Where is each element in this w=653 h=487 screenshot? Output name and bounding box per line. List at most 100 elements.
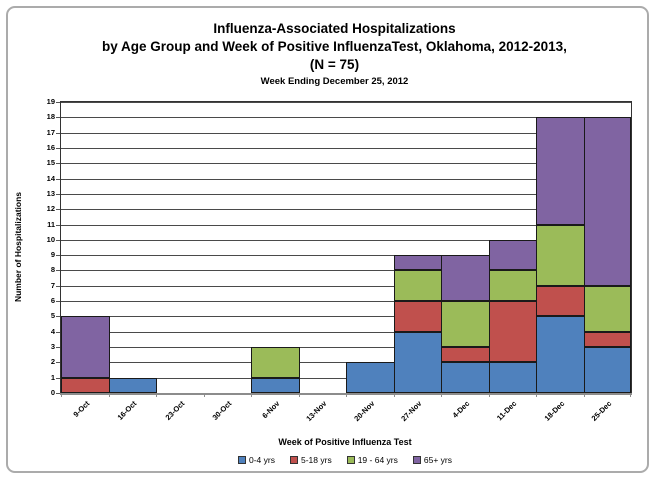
bar-segment [61,377,110,393]
gridline [61,224,631,226]
bar-segment [251,377,300,393]
y-tick-mark [56,147,60,149]
gridline [61,117,631,119]
gridline [61,163,631,165]
bar-segment [583,117,631,286]
x-tick-mark [298,393,300,397]
legend-item: 5-18 yrs [289,455,332,465]
y-tick-mark [56,193,60,195]
gridline [61,301,631,303]
y-tick-label: 8 [50,265,55,275]
plot-area: 0 1 2 3 4 5 6 7 8 9 10 11 12 13 14 15 16 17 18 19 9-Oct 16-Oc… [47,98,632,423]
y-tick-mark [56,270,60,272]
y-tick-label: 0 [50,388,55,397]
gridline [61,178,631,180]
bar-segment [536,117,585,225]
gridline [61,132,631,134]
bar-segment [61,316,110,378]
x-tick-mark [630,393,631,397]
x-tick-mark [441,393,442,397]
y-tick-mark [56,377,60,379]
x-tick-mark [393,393,395,397]
bar-segment [441,362,490,393]
y-tick-mark [56,224,60,226]
y-tick-mark [56,102,60,103]
y-tick-label: 12 [46,204,55,214]
bar-segment [393,270,442,302]
gridline [61,270,631,272]
y-tick-mark [56,178,60,180]
x-tick-mark [251,393,252,397]
y-tick-label: 19 [46,97,55,106]
gridline [61,147,631,149]
bar-segment [583,347,631,393]
y-tick-mark [56,347,60,349]
y-tick-label: 11 [47,219,55,229]
y-tick-label: 18 [46,112,55,122]
x-tick-mark [536,393,537,397]
x-tick-mark [156,393,157,397]
bar-segment [488,270,537,302]
chart-subtitle: Week Ending December 25, 2012 [260,76,409,87]
legend-item: 0-4 yrs [238,455,275,465]
x-tick-mark [583,393,585,397]
bar-segment [536,224,585,286]
x-axis-title: Week of Positive Influenza Test [278,437,412,447]
y-tick-mark [56,316,60,318]
bar-segment [488,239,537,271]
y-tick-mark [56,285,60,287]
gridline [61,193,631,195]
chart-title-block: Influenza-Associated Hospitalizations by… [8,20,653,88]
gridline [61,239,631,241]
y-axis-title: Number of Hospitalizations [13,191,23,303]
bar-segment [488,301,537,363]
gridline [61,347,631,349]
legend-swatch-icon [346,456,355,464]
x-tick-mark [488,393,490,397]
y-tick-label: 14 [46,173,55,183]
y-tick-label: 17 [46,127,55,137]
y-tick-label: 4 [50,326,55,336]
gridline [61,331,631,333]
bar-segment [393,255,442,271]
y-tick-label: 16 [46,142,55,152]
bar-segment [536,285,585,317]
x-tick-mark [346,393,347,397]
bar-segment [583,331,631,348]
legend-item: 65+ yrs [412,455,452,465]
legend-swatch-icon [289,456,298,464]
gridline [61,209,631,211]
y-tick-label: 10 [46,234,55,244]
bar-segment [251,347,300,378]
legend-label: 65+ yrs [423,455,452,465]
chart-title-line-3: (N = 75) [309,57,360,72]
y-tick-mark [56,132,60,134]
y-tick-mark [56,301,60,303]
y-tick-mark [56,255,60,257]
y-tick-mark [56,163,60,165]
chart-title-line-1: Influenza-Associated Hospitalizations [213,21,456,36]
x-tick-mark [203,393,205,397]
legend: 0-4 yrs 5-18 yrs 19 - 64 yrs 65+ yrs [60,455,630,465]
bar-segment [393,301,442,332]
gridline [61,316,631,318]
legend-label: 5-18 yrs [300,455,332,465]
bar-segment [441,347,490,363]
y-tick-mark [56,117,60,119]
y-tick-label: 9 [50,250,55,260]
gridline [61,255,631,257]
y-tick-label: 5 [50,311,55,321]
bar-segment [488,362,537,393]
bar-segment [441,255,490,302]
window-frame: Influenza-Associated Hospitalizations by… [6,6,649,473]
y-tick-label: 3 [50,342,55,352]
y-tick-mark [56,331,60,333]
bar-segment [393,331,442,393]
y-tick-label: 13 [46,188,55,198]
y-tick-label: 15 [46,158,55,168]
x-tick-mark [61,393,62,397]
legend-swatch-icon [412,456,421,464]
gridline [61,102,631,103]
y-tick-label: 7 [50,280,55,290]
y-tick-label: 2 [50,357,55,367]
